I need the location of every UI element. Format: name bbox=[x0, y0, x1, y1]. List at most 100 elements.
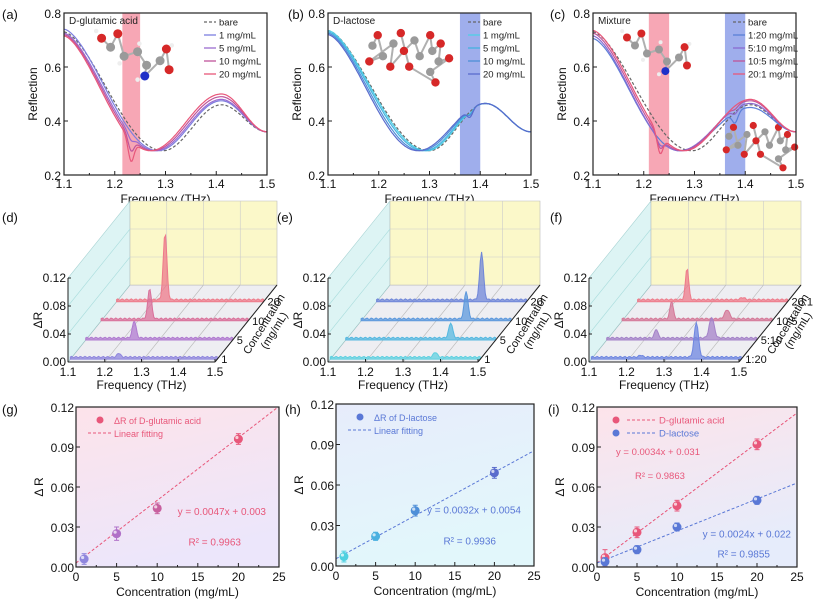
data-point bbox=[233, 434, 243, 444]
data-point-highlight bbox=[633, 546, 638, 550]
y-tick-label: 0.00 bbox=[572, 561, 596, 575]
y-tick-label: 0.4 bbox=[44, 115, 61, 129]
legend-label: 10 mg/mL bbox=[483, 57, 525, 68]
y-axis-label: ΔR bbox=[291, 311, 305, 328]
panel-e: 20 10 51 1.1 1.2 1.3 1.4 1.5 0.00 0.04 0.08 0.12 Fre… bbox=[277, 200, 554, 392]
data-point bbox=[410, 506, 420, 516]
data-point bbox=[371, 531, 381, 541]
data-point bbox=[752, 439, 762, 449]
data-point bbox=[489, 468, 499, 478]
grid-line bbox=[365, 284, 428, 363]
y-tick-label: 0.12 bbox=[43, 271, 67, 285]
molecule-atom bbox=[776, 137, 784, 145]
y-tick-label: 0.6 bbox=[308, 61, 325, 75]
legend-label: 1 mg/mL bbox=[219, 31, 256, 42]
molecule-atom bbox=[656, 72, 661, 77]
molecule-atom bbox=[426, 67, 435, 77]
y-tick-label: 0.09 bbox=[51, 441, 75, 455]
series-line-0 bbox=[592, 31, 796, 152]
data-point-highlight bbox=[601, 554, 606, 558]
data-point-highlight bbox=[601, 558, 606, 562]
y-tick-label: 0.00 bbox=[564, 355, 588, 369]
x-tick-label: 1.5 bbox=[207, 365, 224, 379]
molecule-atom bbox=[365, 57, 374, 66]
highlight-band bbox=[648, 13, 670, 175]
x-tick-label: 1.2 bbox=[370, 177, 387, 191]
x-tick-label: 1.3 bbox=[395, 365, 412, 379]
legend-label: D-lactose bbox=[659, 429, 699, 440]
x-tick-label: 1.2 bbox=[96, 365, 113, 379]
y-tick-label: 0.6 bbox=[44, 61, 61, 75]
y-axis-label: ΔR bbox=[552, 311, 566, 328]
grid-line bbox=[588, 256, 652, 335]
data-point bbox=[79, 554, 89, 564]
molecule-atom bbox=[155, 56, 165, 66]
grid-line bbox=[178, 284, 241, 363]
molecule-atom bbox=[378, 52, 388, 61]
x-tick-label: 0 bbox=[73, 570, 80, 584]
y-tick-label: 0.12 bbox=[572, 401, 596, 415]
waterfall-trace bbox=[606, 316, 758, 341]
data-point bbox=[632, 545, 642, 555]
data-point bbox=[600, 557, 610, 567]
molecule-atom bbox=[140, 71, 150, 81]
series-line-4 bbox=[63, 35, 267, 162]
y-tick-label: 0.8 bbox=[573, 7, 590, 21]
y-tick-label: 0.03 bbox=[572, 521, 596, 535]
grid-line bbox=[327, 256, 391, 335]
x-tick-label: 1.4 bbox=[472, 177, 489, 191]
molecule-atom bbox=[164, 65, 174, 75]
molecule-atom bbox=[434, 57, 443, 66]
y-axis-label: Δ R bbox=[553, 477, 567, 497]
waterfall-trace bbox=[360, 291, 512, 322]
molecule-atom bbox=[725, 132, 733, 140]
legend-label: bare bbox=[483, 18, 502, 29]
z-axis bbox=[214, 284, 278, 363]
data-point-highlight bbox=[673, 523, 678, 528]
molecule-atom bbox=[119, 51, 129, 61]
depth-tick-label: 1:20 bbox=[745, 354, 766, 366]
legend-label: D-glutamic acid bbox=[659, 416, 724, 427]
legend-label: bare bbox=[219, 18, 238, 29]
molecule-bond bbox=[408, 65, 436, 84]
data-point bbox=[752, 495, 762, 505]
grid-line bbox=[327, 228, 391, 307]
series-line-4 bbox=[327, 34, 531, 152]
series-line-0 bbox=[63, 31, 267, 152]
y-axis-label: Δ R bbox=[292, 475, 306, 495]
x-axis-label: Concentration (mg/mL) bbox=[374, 584, 497, 598]
panel-i: 0 5 10 15 20 25 0.00 0.03 0.06 0.09 0.12 Concentrat… bbox=[548, 401, 804, 599]
y-tick-label: 0.2 bbox=[308, 169, 325, 183]
molecule-atom bbox=[142, 60, 152, 70]
x-tick-label: 1.2 bbox=[106, 177, 123, 191]
legend-marker bbox=[96, 416, 104, 424]
y-tick-label: 0.09 bbox=[311, 439, 335, 453]
molecule-atom bbox=[97, 33, 107, 43]
y-tick-label: 0.00 bbox=[311, 560, 335, 574]
y-tick-label: 0.12 bbox=[51, 401, 75, 415]
x-tick-label: 1.5 bbox=[788, 177, 805, 191]
data-point-highlight bbox=[235, 435, 239, 440]
data-point bbox=[632, 527, 642, 537]
molecule-atom bbox=[791, 143, 799, 151]
molecule-atom bbox=[642, 49, 651, 58]
depth-tick-label: 20:1 bbox=[792, 297, 813, 309]
legend-label: 10 mg/mL bbox=[219, 57, 261, 68]
x-tick-label: 1.5 bbox=[259, 177, 276, 191]
x-tick-label: 25 bbox=[527, 569, 541, 583]
depth-tick-label: 20 bbox=[531, 297, 543, 309]
x-tick-label: 10 bbox=[670, 570, 684, 584]
molecule-atom bbox=[783, 130, 792, 139]
panel-label: (i) bbox=[548, 402, 560, 417]
fit-line bbox=[75, 406, 279, 564]
depth-tick-label: 10 bbox=[252, 316, 264, 328]
x-tick-label: 20 bbox=[232, 570, 246, 584]
x-tick-label: 1.2 bbox=[357, 365, 374, 379]
molecule-atom bbox=[782, 146, 790, 154]
molecule-atom bbox=[752, 137, 760, 145]
y-axis-label: Reflection bbox=[26, 67, 40, 120]
fit-line bbox=[335, 450, 535, 560]
data-point bbox=[672, 522, 682, 532]
